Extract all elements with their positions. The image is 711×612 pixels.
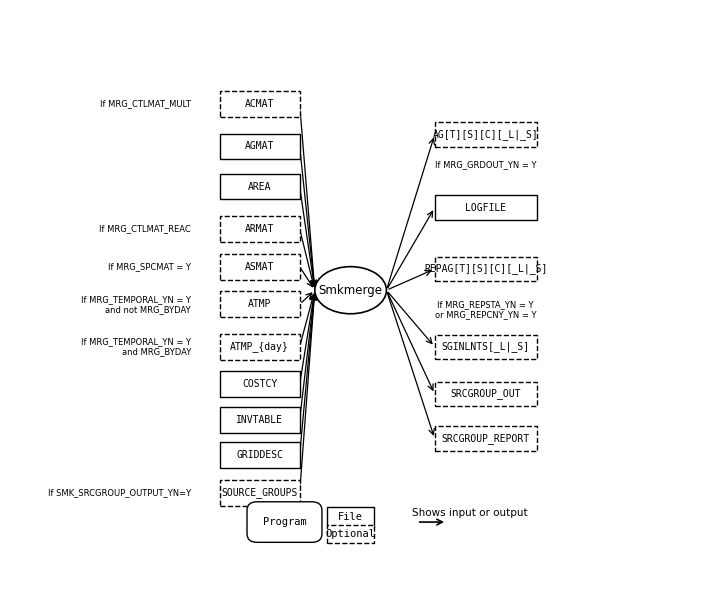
Text: AG[T][S][C][_L|_S]: AG[T][S][C][_L|_S] bbox=[433, 129, 538, 140]
FancyBboxPatch shape bbox=[434, 382, 537, 406]
Text: If MRG_SPCMAT = Y: If MRG_SPCMAT = Y bbox=[108, 262, 191, 271]
Text: INVTABLE: INVTABLE bbox=[236, 415, 283, 425]
Text: ARMAT: ARMAT bbox=[245, 224, 274, 234]
Text: Smkmerge: Smkmerge bbox=[319, 284, 383, 297]
FancyBboxPatch shape bbox=[434, 122, 537, 147]
Text: File: File bbox=[338, 512, 363, 523]
Text: ACMAT: ACMAT bbox=[245, 99, 274, 109]
Text: SGINLNTS[_L|_S]: SGINLNTS[_L|_S] bbox=[442, 341, 530, 353]
Text: ATMP_{day}: ATMP_{day} bbox=[230, 341, 289, 353]
FancyBboxPatch shape bbox=[327, 507, 374, 528]
Text: SRCGROUP_OUT: SRCGROUP_OUT bbox=[450, 389, 521, 400]
Text: If MRG_REPSTA_YN = Y
or MRG_REPCNY_YN = Y: If MRG_REPSTA_YN = Y or MRG_REPCNY_YN = … bbox=[435, 300, 536, 319]
FancyBboxPatch shape bbox=[220, 371, 299, 397]
FancyBboxPatch shape bbox=[220, 291, 299, 317]
Text: If MRG_CTLMAT_MULT: If MRG_CTLMAT_MULT bbox=[100, 100, 191, 108]
Text: REPAG[T][S][C][_L|_S]: REPAG[T][S][C][_L|_S] bbox=[424, 264, 547, 274]
FancyBboxPatch shape bbox=[327, 525, 374, 543]
FancyBboxPatch shape bbox=[220, 407, 299, 433]
Text: SOURCE_GROUPS: SOURCE_GROUPS bbox=[222, 487, 298, 498]
Text: If MRG_TEMPORAL_YN = Y
and MRG_BYDAY: If MRG_TEMPORAL_YN = Y and MRG_BYDAY bbox=[81, 337, 191, 356]
FancyBboxPatch shape bbox=[434, 195, 537, 220]
Ellipse shape bbox=[315, 267, 387, 314]
Text: ASMAT: ASMAT bbox=[245, 262, 274, 272]
Text: Optional: Optional bbox=[326, 529, 375, 539]
FancyBboxPatch shape bbox=[220, 254, 299, 280]
FancyBboxPatch shape bbox=[220, 442, 299, 468]
FancyBboxPatch shape bbox=[220, 174, 299, 200]
Text: Program: Program bbox=[262, 517, 306, 527]
FancyBboxPatch shape bbox=[220, 334, 299, 360]
Text: AGMAT: AGMAT bbox=[245, 141, 274, 152]
FancyBboxPatch shape bbox=[434, 427, 537, 451]
Text: ATMP: ATMP bbox=[248, 299, 272, 309]
Text: If SMK_SRCGROUP_OUTPUT_YN=Y: If SMK_SRCGROUP_OUTPUT_YN=Y bbox=[48, 488, 191, 498]
FancyBboxPatch shape bbox=[220, 216, 299, 242]
FancyBboxPatch shape bbox=[247, 502, 322, 542]
FancyBboxPatch shape bbox=[434, 335, 537, 359]
Text: If MRG_TEMPORAL_YN = Y
and not MRG_BYDAY: If MRG_TEMPORAL_YN = Y and not MRG_BYDAY bbox=[81, 294, 191, 314]
FancyBboxPatch shape bbox=[220, 133, 299, 160]
FancyBboxPatch shape bbox=[220, 480, 299, 506]
Text: If MRG_CTLMAT_REAC: If MRG_CTLMAT_REAC bbox=[99, 225, 191, 233]
Text: AREA: AREA bbox=[248, 182, 272, 192]
Text: LOGFILE: LOGFILE bbox=[465, 203, 506, 213]
Text: If MRG_GRDOUT_YN = Y: If MRG_GRDOUT_YN = Y bbox=[435, 160, 536, 170]
Text: GRIDDESC: GRIDDESC bbox=[236, 450, 283, 460]
Text: COSTCY: COSTCY bbox=[242, 379, 277, 389]
FancyBboxPatch shape bbox=[434, 257, 537, 282]
Text: SRCGROUP_REPORT: SRCGROUP_REPORT bbox=[442, 433, 530, 444]
FancyBboxPatch shape bbox=[220, 91, 299, 117]
Text: Shows input or output: Shows input or output bbox=[412, 507, 528, 518]
